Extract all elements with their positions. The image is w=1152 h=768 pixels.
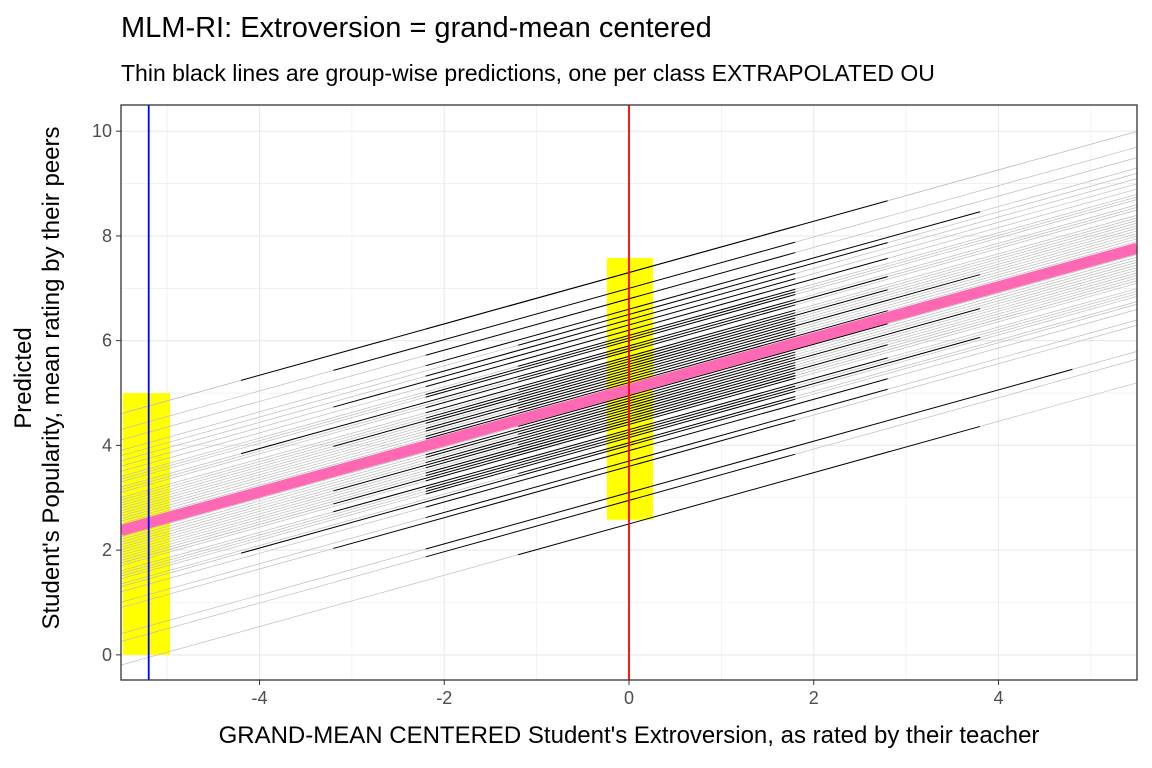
y-tick-label: 8 xyxy=(102,226,112,246)
class-prediction-line xyxy=(425,310,888,440)
x-axis-label: GRAND-MEAN CENTERED Student's Extroversi… xyxy=(218,722,1040,749)
class-prediction-line xyxy=(425,308,981,464)
class-prediction-line xyxy=(518,323,888,427)
class-prediction-line xyxy=(518,425,981,556)
class-prediction-line xyxy=(333,241,796,371)
class-prediction-line xyxy=(240,225,796,381)
class-prediction-line xyxy=(518,288,796,367)
class-prediction-line xyxy=(425,274,981,430)
x-tick-label: 2 xyxy=(809,688,819,708)
class-prediction-line xyxy=(425,252,796,356)
class-prediction-line xyxy=(425,354,796,458)
plot-content xyxy=(121,105,1137,680)
class-prediction-line xyxy=(333,362,796,492)
y-tick-label: 4 xyxy=(102,435,112,455)
class-prediction-line xyxy=(518,356,796,435)
class-prediction-line xyxy=(518,312,796,391)
class-prediction-line xyxy=(425,364,796,469)
class-prediction-line xyxy=(425,336,981,492)
class-prediction-line xyxy=(425,320,796,424)
class-prediction-line xyxy=(425,388,888,519)
y-tick-label: 10 xyxy=(92,121,112,141)
class-prediction-line xyxy=(425,304,796,409)
class-prediction-line xyxy=(333,278,796,408)
class-prediction-line xyxy=(425,257,888,388)
y-tick-label: 6 xyxy=(102,331,112,351)
class-prediction-line xyxy=(425,368,1073,550)
class-prediction-line xyxy=(518,396,796,475)
x-tick-label: 0 xyxy=(624,688,634,708)
class-prediction-line xyxy=(518,367,796,446)
class-prediction-line xyxy=(333,357,888,513)
y-tick-label: 2 xyxy=(102,540,112,560)
class-prediction-line xyxy=(240,299,796,455)
y-axis-label: Predicted Student's Popularity, mean rati… xyxy=(10,78,66,678)
x-tick-label: -2 xyxy=(436,688,452,708)
x-tick-label: 4 xyxy=(993,688,1003,708)
class-prediction-line xyxy=(518,276,888,380)
class-prediction-line xyxy=(425,289,888,419)
y-axis-label-line2: Student's Popularity, mean rating by the… xyxy=(38,126,65,630)
class-prediction-line xyxy=(333,375,796,505)
class-prediction-line xyxy=(518,330,796,409)
class-prediction-line xyxy=(425,291,796,395)
class-prediction-line xyxy=(425,372,796,477)
class-prediction-line xyxy=(425,328,796,432)
x-tick-label: -4 xyxy=(252,688,268,708)
chart-subtitle: Thin black lines are group-wise predicti… xyxy=(121,60,935,86)
class-prediction-line xyxy=(425,273,796,377)
chart-title: MLM-RI: Extroversion = grand-mean center… xyxy=(121,12,712,44)
class-prediction-line xyxy=(240,398,796,554)
class-prediction-line xyxy=(425,378,888,508)
class-prediction-line xyxy=(425,333,796,437)
class-prediction-line xyxy=(425,344,888,474)
class-prediction-line xyxy=(518,242,888,346)
class-prediction-line xyxy=(333,419,796,549)
class-prediction-line xyxy=(333,317,796,447)
class-prediction-line xyxy=(425,211,981,367)
class-prediction-line xyxy=(425,377,796,482)
class-prediction-line xyxy=(425,351,796,456)
class-prediction-line xyxy=(425,385,796,490)
y-axis-label-line1: Predicted xyxy=(10,327,37,429)
class-prediction-line xyxy=(425,309,796,414)
y-tick-label: 0 xyxy=(102,645,112,665)
class-prediction-line xyxy=(425,453,796,558)
class-prediction-line xyxy=(425,390,796,495)
class-prediction-line xyxy=(518,322,796,401)
class-prediction-line xyxy=(425,293,796,398)
